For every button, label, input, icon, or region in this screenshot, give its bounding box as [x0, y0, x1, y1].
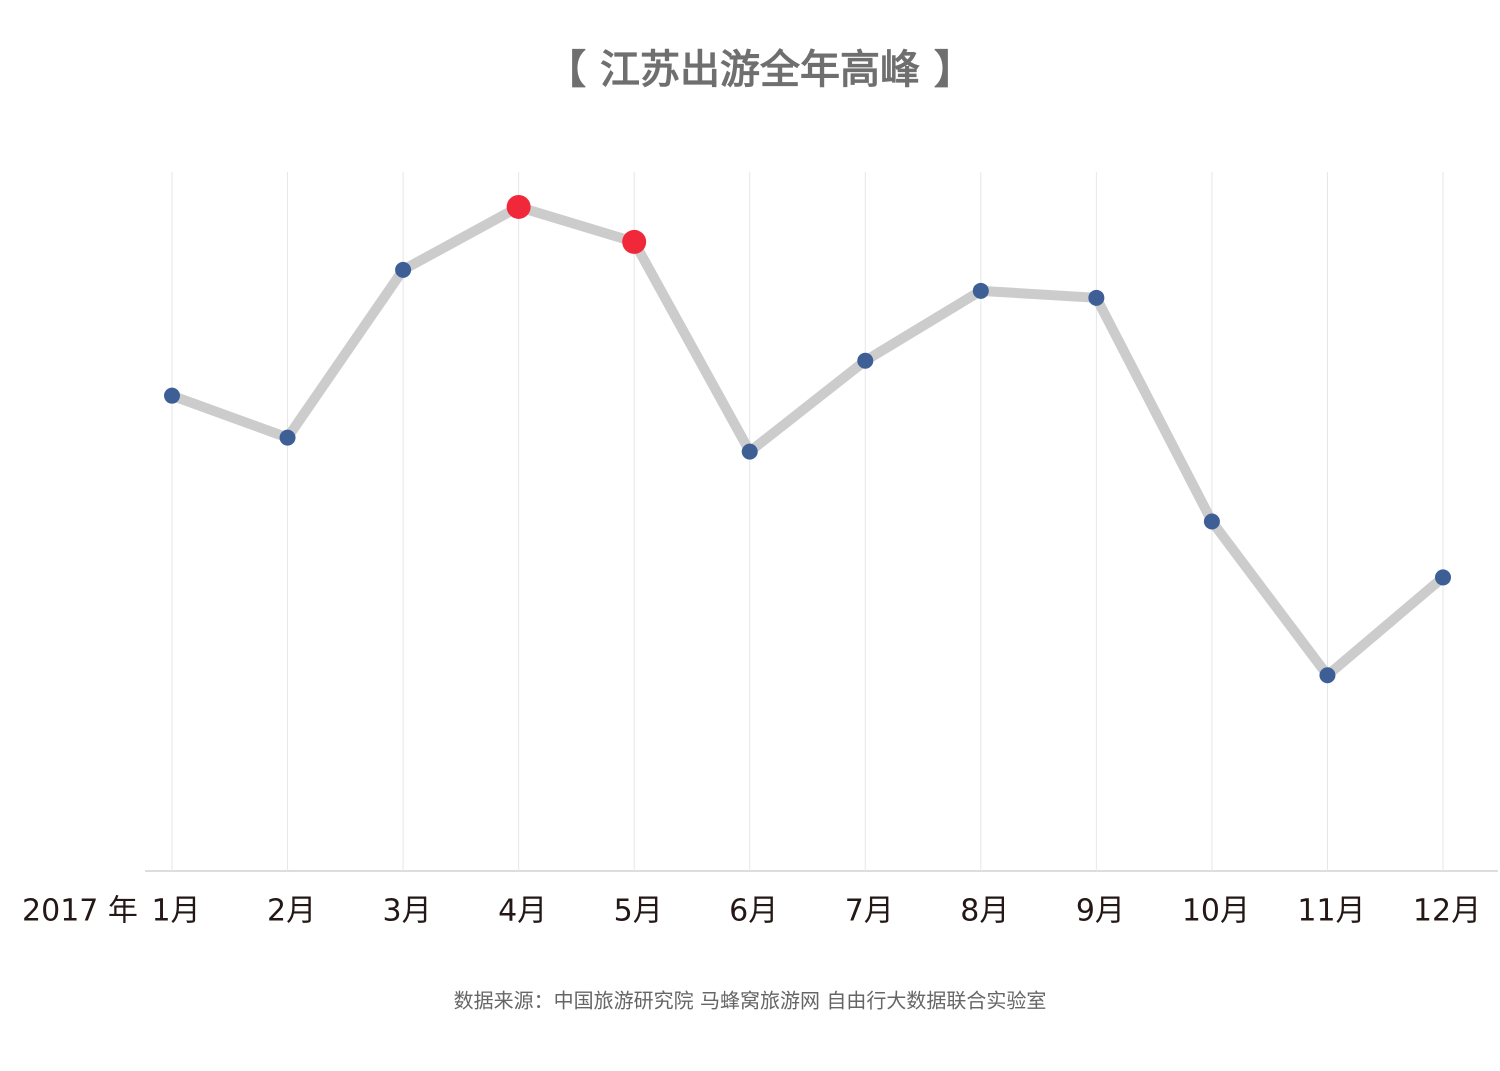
x-tick-label: 4月 — [498, 894, 547, 929]
x-tick-label: 2月 — [267, 894, 316, 929]
data-point — [279, 429, 296, 446]
x-tick-label: 11月 — [1297, 894, 1365, 929]
data-line — [170, 201, 1447, 681]
data-point — [395, 261, 412, 278]
data-point — [506, 194, 531, 219]
x-tick-label: 1月 — [151, 894, 200, 929]
data-point — [741, 443, 758, 460]
x-tick-label: 8月 — [960, 894, 1009, 929]
x-axis-label: 2017 年 — [22, 894, 138, 929]
data-point — [1319, 667, 1336, 684]
x-tick-label: 12月 — [1413, 894, 1481, 929]
data-point — [1203, 513, 1220, 530]
x-tick-label: 9月 — [1076, 894, 1125, 929]
data-point — [857, 352, 874, 369]
data-point — [1435, 569, 1451, 586]
x-tick-label: 3月 — [383, 894, 432, 929]
x-tick-label: 5月 — [614, 894, 663, 929]
x-tick-label: 7月 — [845, 894, 894, 929]
x-tick-label: 10月 — [1182, 894, 1250, 929]
x-tick-label: 6月 — [729, 894, 778, 929]
data-point — [1088, 289, 1105, 306]
data-point — [622, 229, 647, 254]
chart-title: 【 江苏出游全年高峰 】 — [546, 47, 974, 93]
source-note: 数据来源：中国旅游研究院 马蜂窝旅游网 自由行大数据联合实验室 — [454, 989, 1047, 1013]
data-point — [972, 282, 989, 299]
data-point — [164, 387, 180, 404]
